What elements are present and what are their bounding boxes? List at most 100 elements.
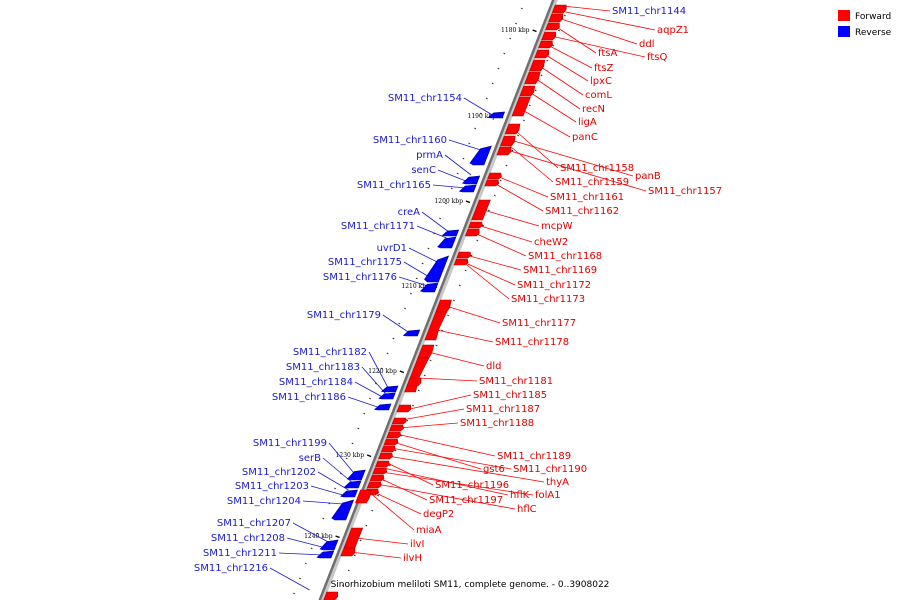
forward-gene-feature[interactable] bbox=[391, 417, 407, 425]
forward-gene-feature[interactable] bbox=[496, 146, 512, 156]
forward-gene-label[interactable]: SM11_chr1144 bbox=[612, 6, 686, 17]
forward-gene-label[interactable]: ligA bbox=[578, 117, 597, 128]
forward-gene-feature[interactable] bbox=[538, 40, 553, 49]
forward-gene-feature[interactable] bbox=[511, 96, 531, 117]
forward-gene-label[interactable]: SM11_chr1162 bbox=[545, 206, 619, 217]
forward-gene-feature[interactable] bbox=[504, 123, 521, 135]
reverse-gene-label[interactable]: SM11_chr1186 bbox=[272, 392, 346, 403]
forward-gene-label[interactable]: SM11_chr1157 bbox=[648, 186, 722, 197]
forward-gene-feature[interactable] bbox=[456, 251, 472, 259]
forward-gene-label[interactable]: SM11_chr1158 bbox=[560, 163, 634, 174]
forward-gene-label[interactable]: SM11_chr1197 bbox=[429, 495, 503, 506]
forward-gene-label[interactable]: SM11_chr1196 bbox=[435, 480, 509, 491]
forward-gene-feature[interactable] bbox=[396, 404, 412, 413]
forward-gene-label[interactable]: panB bbox=[635, 171, 661, 182]
forward-gene-feature[interactable] bbox=[519, 85, 536, 97]
forward-gene-feature[interactable] bbox=[366, 481, 382, 489]
forward-gene-label[interactable]: hflK bbox=[510, 490, 530, 501]
forward-gene-feature[interactable] bbox=[343, 527, 364, 549]
forward-gene-feature[interactable] bbox=[529, 59, 546, 72]
forward-gene-feature[interactable] bbox=[406, 377, 422, 387]
reverse-gene-label[interactable]: SM11_chr1175 bbox=[328, 257, 402, 268]
forward-gene-label[interactable]: thyA bbox=[546, 477, 569, 488]
forward-gene-label[interactable]: SM11_chr1189 bbox=[497, 451, 571, 462]
forward-gene-label[interactable]: cheW2 bbox=[534, 237, 568, 248]
reverse-gene-label[interactable]: SM11_chr1182 bbox=[293, 347, 367, 358]
forward-gene-label[interactable]: SM11_chr1188 bbox=[460, 418, 534, 429]
forward-gene-label[interactable]: ftsA bbox=[598, 48, 617, 59]
reverse-gene-feature[interactable] bbox=[380, 385, 399, 393]
forward-gene-feature[interactable] bbox=[417, 344, 435, 359]
forward-gene-label[interactable]: SM11_chr1161 bbox=[550, 192, 624, 203]
reverse-gene-feature[interactable] bbox=[419, 282, 439, 293]
reverse-gene-label[interactable]: SM11_chr1154 bbox=[388, 93, 462, 104]
forward-gene-feature[interactable] bbox=[484, 179, 500, 187]
forward-gene-label[interactable]: dld bbox=[486, 361, 501, 372]
forward-gene-feature[interactable] bbox=[499, 135, 516, 147]
reverse-gene-label[interactable]: SM11_chr1171 bbox=[341, 221, 415, 232]
forward-gene-label[interactable]: degP2 bbox=[423, 509, 454, 520]
forward-gene-feature[interactable] bbox=[323, 591, 339, 600]
forward-gene-label[interactable]: comL bbox=[585, 90, 612, 101]
forward-gene-feature[interactable] bbox=[551, 4, 567, 14]
forward-gene-feature[interactable] bbox=[541, 31, 557, 41]
reverse-gene-feature[interactable] bbox=[458, 184, 477, 193]
forward-gene-label[interactable]: SM11_chr1173 bbox=[511, 294, 585, 305]
forward-gene-feature[interactable] bbox=[548, 13, 564, 23]
forward-gene-feature[interactable] bbox=[487, 172, 502, 180]
reverse-gene-label[interactable]: SM11_chr1183 bbox=[286, 362, 360, 373]
reverse-gene-feature[interactable] bbox=[346, 469, 366, 481]
forward-gene-label[interactable]: SM11_chr1190 bbox=[513, 464, 587, 475]
forward-gene-feature[interactable] bbox=[380, 445, 396, 453]
reverse-gene-label[interactable]: SM11_chr1211 bbox=[203, 548, 277, 559]
forward-gene-feature[interactable] bbox=[524, 71, 541, 85]
reverse-gene-label[interactable]: SM11_chr1203 bbox=[235, 481, 309, 492]
reverse-gene-label[interactable]: SM11_chr1208 bbox=[211, 533, 285, 544]
forward-gene-label[interactable]: folA1 bbox=[535, 490, 561, 501]
forward-gene-label[interactable]: ftsZ bbox=[594, 63, 613, 74]
reverse-gene-feature[interactable] bbox=[343, 480, 362, 489]
forward-gene-label[interactable]: ilvI bbox=[410, 539, 424, 550]
forward-gene-label[interactable]: SM11_chr1169 bbox=[523, 265, 597, 276]
forward-gene-label[interactable]: SM11_chr1172 bbox=[517, 280, 591, 291]
reverse-gene-feature[interactable] bbox=[378, 392, 396, 400]
reverse-gene-label[interactable]: SM11_chr1179 bbox=[307, 310, 381, 321]
reverse-gene-feature[interactable] bbox=[319, 539, 339, 551]
forward-gene-feature[interactable] bbox=[386, 431, 402, 439]
reverse-gene-label[interactable]: prmA bbox=[416, 150, 443, 161]
reverse-gene-feature[interactable] bbox=[373, 403, 392, 411]
reverse-gene-feature[interactable] bbox=[437, 236, 457, 249]
reverse-gene-label[interactable]: SM11_chr1184 bbox=[279, 377, 353, 388]
forward-gene-label[interactable]: SM11_chr1168 bbox=[528, 251, 602, 262]
forward-gene-label[interactable]: aqpZ1 bbox=[657, 25, 689, 36]
forward-gene-feature[interactable] bbox=[534, 49, 550, 59]
reverse-gene-feature[interactable] bbox=[462, 175, 481, 185]
forward-gene-label[interactable]: gst6 bbox=[483, 464, 505, 475]
forward-gene-feature[interactable] bbox=[464, 228, 480, 237]
forward-gene-feature[interactable] bbox=[340, 547, 356, 557]
reverse-gene-feature[interactable] bbox=[340, 489, 358, 498]
forward-gene-label[interactable]: panC bbox=[572, 132, 598, 143]
reverse-gene-label[interactable]: SM11_chr1199 bbox=[253, 438, 327, 449]
reverse-gene-label[interactable]: serB bbox=[299, 453, 321, 464]
forward-gene-feature[interactable] bbox=[435, 299, 452, 313]
reverse-gene-label[interactable]: SM11_chr1204 bbox=[227, 496, 301, 507]
forward-gene-label[interactable]: SM11_chr1185 bbox=[473, 390, 547, 401]
reverse-gene-label[interactable]: SM11_chr1207 bbox=[217, 518, 291, 529]
forward-gene-label[interactable]: lpxC bbox=[590, 76, 612, 87]
forward-gene-label[interactable]: SM11_chr1187 bbox=[466, 404, 540, 415]
reverse-gene-feature[interactable] bbox=[487, 111, 506, 119]
forward-gene-label[interactable]: mcpW bbox=[541, 221, 573, 232]
reverse-gene-label[interactable]: SM11_chr1165 bbox=[357, 180, 431, 191]
forward-gene-label[interactable]: miaA bbox=[416, 525, 442, 536]
reverse-gene-feature[interactable] bbox=[424, 255, 450, 283]
forward-gene-label[interactable]: SM11_chr1159 bbox=[555, 177, 629, 188]
forward-gene-label[interactable]: ftsQ bbox=[647, 52, 667, 63]
forward-gene-feature[interactable] bbox=[383, 438, 399, 446]
reverse-gene-feature[interactable] bbox=[441, 229, 460, 237]
forward-gene-label[interactable]: hflC bbox=[517, 504, 537, 515]
forward-gene-label[interactable]: ddl bbox=[639, 39, 654, 50]
reverse-gene-label[interactable]: SM11_chr1160 bbox=[373, 135, 447, 146]
reverse-gene-feature[interactable] bbox=[469, 145, 492, 166]
